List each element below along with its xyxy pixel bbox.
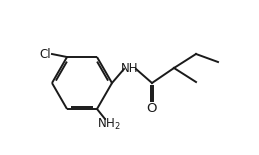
Text: O: O: [147, 102, 157, 115]
Text: NH: NH: [121, 62, 139, 75]
Text: Cl: Cl: [39, 48, 51, 60]
Text: NH$_2$: NH$_2$: [97, 116, 121, 132]
